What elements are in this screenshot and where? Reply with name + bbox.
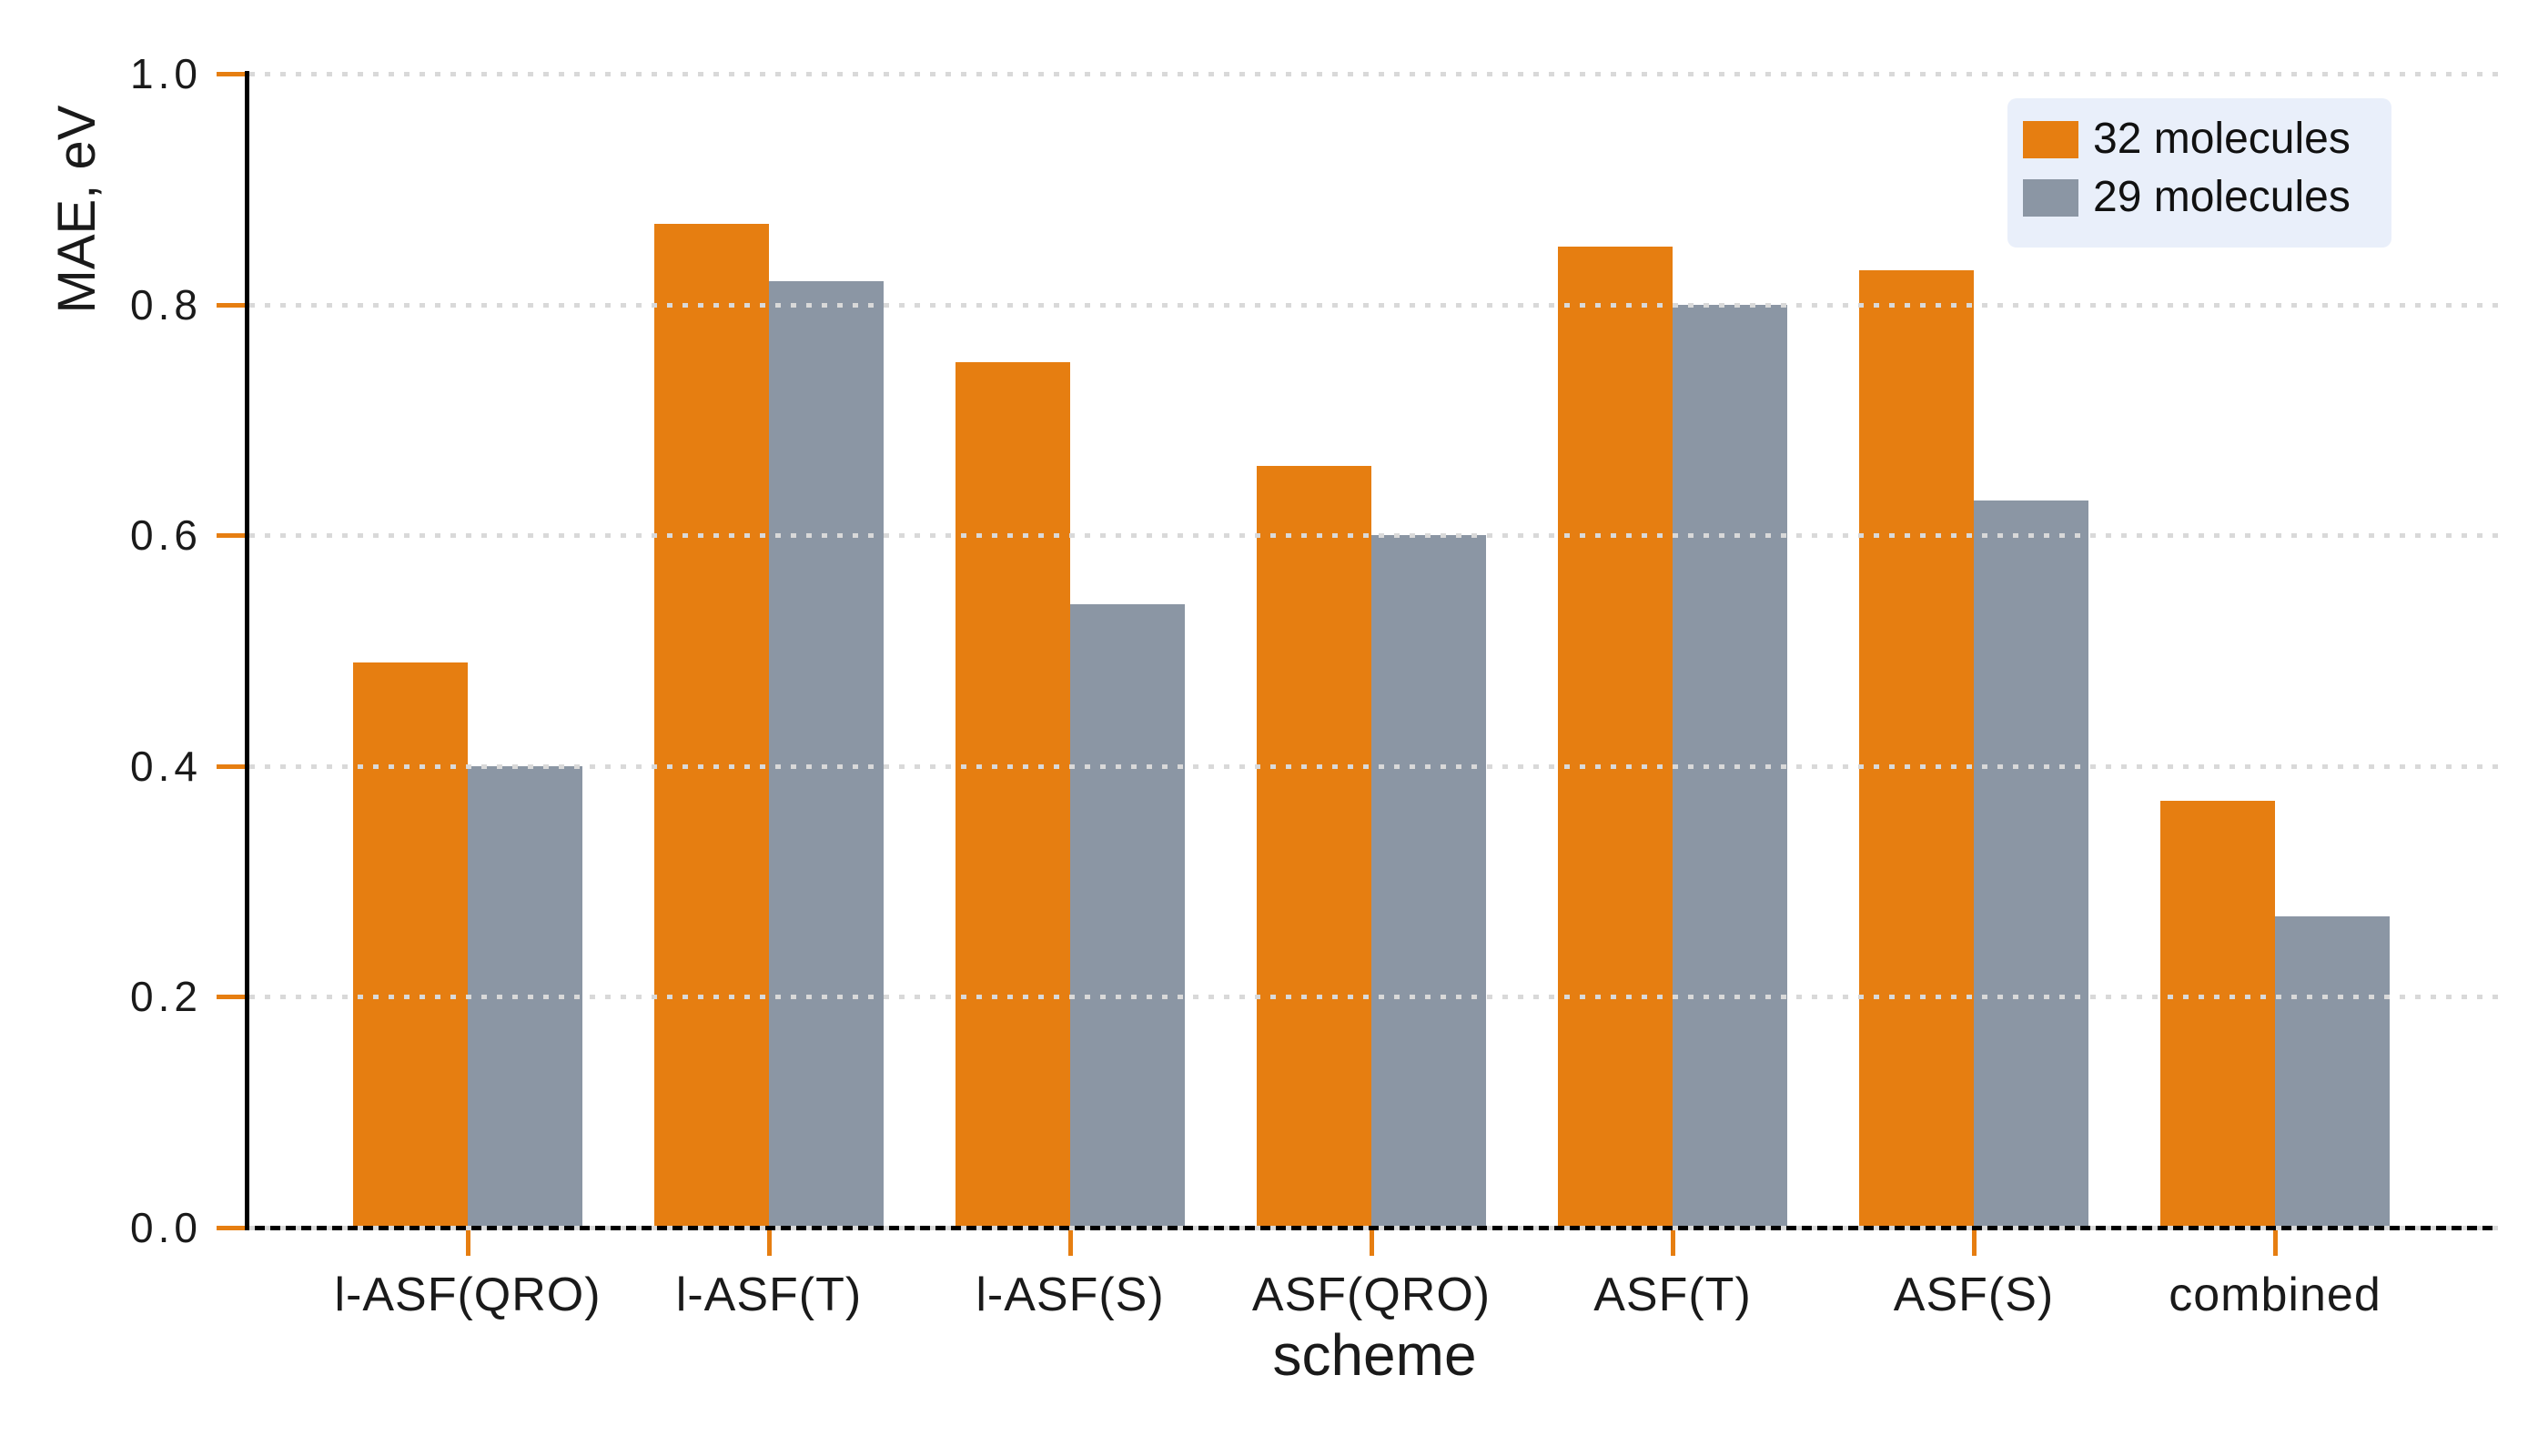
- bar-series2-ASF(QRO): [1371, 535, 1486, 1228]
- bar-series1-l-ASF(QRO): [353, 662, 468, 1228]
- gridline-1.0: [249, 72, 2505, 76]
- y-axis-title: MAE, eV: [47, 105, 106, 314]
- bar-series2-combined: [2275, 915, 2390, 1228]
- y-tick-label-0.4: 0.4: [130, 742, 202, 790]
- bar-series2-l-ASF(S): [1070, 604, 1185, 1228]
- bar-series1-l-ASF(S): [956, 362, 1070, 1228]
- gridline-0.4: [249, 763, 2505, 769]
- bar-series1-combined: [2160, 800, 2275, 1228]
- y-tick-0.4: [217, 763, 245, 769]
- y-tick-0.0: [217, 1226, 245, 1230]
- y-tick-label-0.8: 0.8: [130, 280, 202, 329]
- gridline-0.0: [249, 1226, 2505, 1230]
- x-tick-combined: [2273, 1230, 2278, 1256]
- x-tick-label-combined: combined: [2169, 1269, 2381, 1321]
- legend-item-29-molecules: 29 molecules: [2023, 168, 2391, 227]
- x-tick-ASF(S): [1972, 1230, 1977, 1256]
- y-tick-label-0.2: 0.2: [130, 973, 202, 1021]
- y-tick-label-0.6: 0.6: [130, 511, 202, 560]
- legend-swatch-32-molecules: [2023, 120, 2078, 158]
- x-tick-label-ASF(T): ASF(T): [1593, 1269, 1752, 1321]
- bar-series1-ASF(S): [1859, 269, 1974, 1228]
- x-tick-ASF(T): [1671, 1230, 1675, 1256]
- x-tick-ASF(QRO): [1370, 1230, 1374, 1256]
- bar-series1-ASF(QRO): [1257, 466, 1371, 1228]
- bar-series1-l-ASF(T): [654, 223, 769, 1228]
- x-tick-l-ASF(T): [767, 1230, 772, 1256]
- legend-swatch-29-molecules: [2023, 178, 2078, 217]
- y-tick-0.8: [217, 302, 245, 308]
- x-tick-label-l-ASF(QRO): l-ASF(QRO): [334, 1269, 602, 1321]
- bar-series2-ASF(S): [1974, 500, 2088, 1228]
- x-tick-label-l-ASF(S): l-ASF(S): [976, 1269, 1165, 1321]
- legend-item-32-molecules: 32 molecules: [2023, 110, 2391, 168]
- gridline-0.2: [249, 995, 2505, 1000]
- x-axis-title: scheme: [1272, 1322, 1477, 1388]
- legend: 32 molecules 29 molecules: [2007, 98, 2391, 248]
- x-tick-label-l-ASF(T): l-ASF(T): [675, 1269, 863, 1321]
- y-tick-0.6: [217, 533, 245, 539]
- gridline-0.8: [249, 302, 2505, 308]
- y-tick-0.2: [217, 995, 245, 1000]
- x-tick-label-ASF(QRO): ASF(QRO): [1251, 1269, 1491, 1321]
- x-tick-l-ASF(S): [1068, 1230, 1073, 1256]
- y-tick-1.0: [217, 72, 245, 76]
- gridline-0.6: [249, 533, 2505, 539]
- legend-label-32-molecules: 32 molecules: [2093, 115, 2351, 163]
- y-tick-label-0.0: 0.0: [130, 1204, 202, 1251]
- bar-series1-ASF(T): [1558, 247, 1673, 1228]
- bar-series2-l-ASF(T): [769, 281, 884, 1228]
- x-tick-l-ASF(QRO): [466, 1230, 470, 1256]
- legend-label-29-molecules: 29 molecules: [2093, 173, 2351, 221]
- y-axis-spine: [245, 71, 249, 1230]
- y-tick-label-1.0: 1.0: [130, 50, 202, 97]
- x-tick-label-ASF(S): ASF(S): [1893, 1269, 2055, 1321]
